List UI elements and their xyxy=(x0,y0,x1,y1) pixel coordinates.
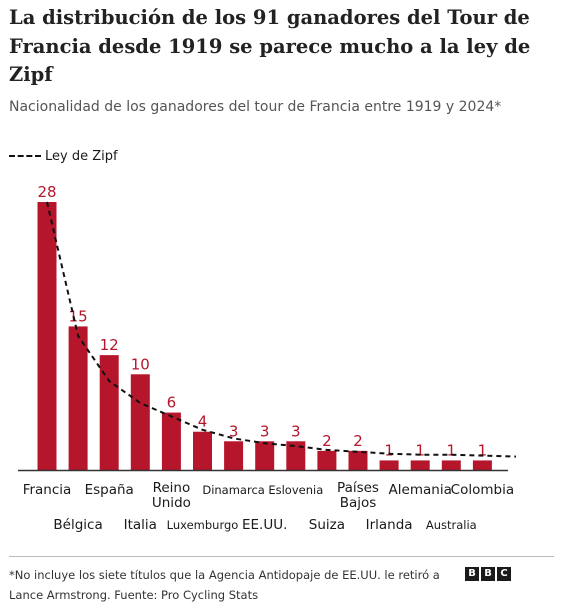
x-tick-label: EE.UU. xyxy=(242,517,287,533)
bar xyxy=(193,431,212,470)
bar xyxy=(130,374,150,470)
bar-value-label: 1 xyxy=(415,441,425,459)
x-tick-label: Luxemburgo xyxy=(167,518,239,532)
bbc-logo-letter: B xyxy=(481,567,495,581)
x-tick-label: Italia xyxy=(124,517,157,533)
bar xyxy=(68,326,88,470)
x-tick-label: Francia xyxy=(23,482,72,498)
bar-value-label: 1 xyxy=(447,441,457,459)
x-tick-label: Colombia xyxy=(451,482,514,498)
chart-title: La distribución de los 91 ganadores del … xyxy=(9,6,531,86)
bbc-logo: B B C xyxy=(465,567,511,581)
chart-subtitle: Nacionalidad de los ganadores del tour d… xyxy=(9,99,502,115)
bar xyxy=(379,460,399,470)
x-tick-label: Reino Unido xyxy=(152,480,191,511)
bar xyxy=(286,441,306,470)
zipf-law-line xyxy=(46,201,517,458)
bar-value-label: 15 xyxy=(69,307,88,325)
bar xyxy=(37,202,57,470)
legend: Ley de Zipf xyxy=(9,146,118,166)
bar-value-label: 2 xyxy=(322,432,332,450)
x-tick-label: Bélgica xyxy=(53,517,102,533)
bar-value-label: 2 xyxy=(353,432,363,450)
bar xyxy=(472,460,492,470)
bar-value-label: 12 xyxy=(100,336,119,354)
footer-note: *No incluye los siete títulos que la Age… xyxy=(9,568,440,602)
zipf-legend-label: Ley de Zipf xyxy=(45,148,118,164)
x-tick-label: Alemania xyxy=(389,482,452,498)
bar-value-label: 10 xyxy=(131,355,150,373)
x-tick-label: Suiza xyxy=(309,517,345,533)
bar-value-label: 6 xyxy=(167,394,177,412)
bar xyxy=(317,450,337,470)
bar-value-label: 28 xyxy=(37,183,56,201)
bbc-logo-letter: C xyxy=(497,567,511,581)
bar-value-label: 3 xyxy=(260,422,270,440)
bar-value-label: 3 xyxy=(291,422,301,440)
x-tick-label: Dinamarca xyxy=(202,483,264,497)
x-tick-label: Irlanda xyxy=(366,517,413,533)
bar xyxy=(410,460,430,470)
bar-value-label: 1 xyxy=(384,441,394,459)
bar-value-label: 3 xyxy=(229,422,239,440)
footer-divider xyxy=(9,556,554,557)
x-tick-label: Países Bajos xyxy=(337,480,379,511)
bar-chart: 28 15 12 10 6 4 3 3 3 2 2 1 1 1 1 Francia Bélgica España I… xyxy=(18,183,517,533)
x-tick-label: España xyxy=(85,482,134,498)
bbc-logo-letter: B xyxy=(465,567,479,581)
bar xyxy=(348,450,368,470)
x-tick-label: Australia xyxy=(426,518,477,532)
bar-value-label: 4 xyxy=(198,413,208,431)
zipf-legend-line xyxy=(9,155,41,157)
bar xyxy=(224,441,244,470)
bar xyxy=(99,355,119,470)
bar xyxy=(255,441,275,470)
bar xyxy=(441,460,461,470)
x-tick-label: Eslovenia xyxy=(268,483,323,497)
bar xyxy=(161,412,181,470)
bar-value-label: 1 xyxy=(478,441,488,459)
